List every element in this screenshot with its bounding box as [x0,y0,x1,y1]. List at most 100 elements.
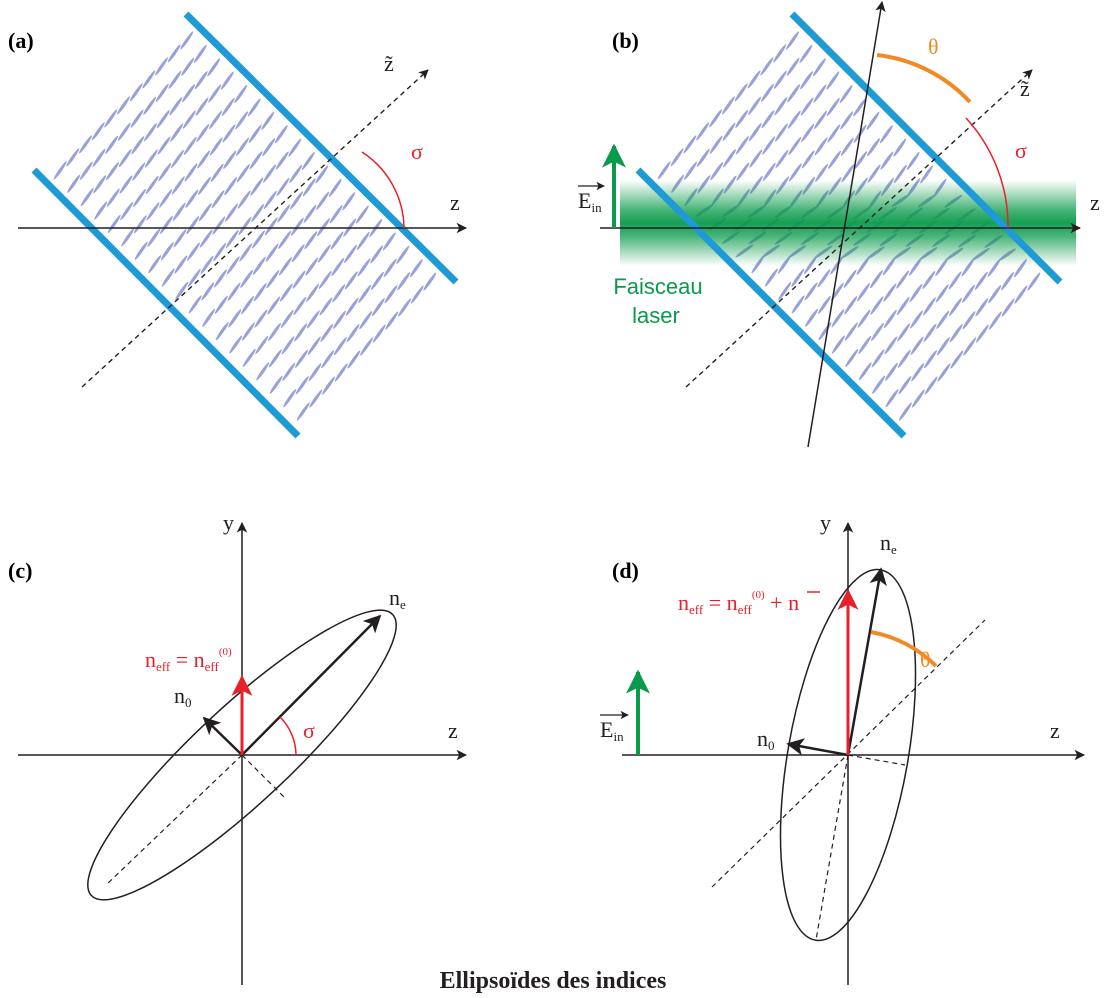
lc-molecule [988,285,1002,304]
lc-molecule [949,297,963,316]
lc-molecule [814,137,828,156]
panel-b-tag: (b) [612,28,639,53]
lc-molecule [306,283,319,303]
lc-molecule [92,148,106,167]
lc-molecule [289,164,303,184]
panel-d-field-label: Ein [600,717,624,744]
lc-molecule [269,375,283,394]
lc-molecule [845,348,859,368]
lc-molecule [831,335,845,354]
lc-molecule [236,137,249,156]
lc-molecule [133,215,147,234]
lc-molecule [359,311,373,330]
lc-molecule [322,376,335,395]
panel-b-sigma-arc [965,117,1009,229]
lc-molecule [923,323,937,342]
lc-molecule [264,217,278,236]
panel-a-sigma-arc [361,151,405,229]
lc-molecule [804,282,818,301]
lc-molecule [201,282,215,301]
lc-molecule [696,122,710,141]
lc-molecule [813,84,827,103]
lc-molecule [183,136,197,156]
lc-molecule [237,190,251,209]
lc-molecule [871,322,884,342]
lc-molecule [214,269,227,288]
lc-molecule [148,255,162,274]
lc-molecule [840,111,854,130]
lc-molecule [922,270,936,290]
lc-molecule [223,150,237,169]
lc-molecule [924,350,937,369]
lc-molecule [787,110,801,129]
lc-molecule [194,71,208,90]
lc-molecule [896,296,910,316]
lc-molecule [949,324,963,343]
lc-molecule [261,111,275,130]
lc-molecule [235,111,249,130]
lc-molecule [182,110,196,129]
panel-c-z-label: z [448,718,458,743]
lc-molecule [342,192,356,211]
lc-molecule [831,309,845,328]
lc-molecule [120,201,134,221]
lc-molecule [735,109,749,128]
lc-molecule [884,336,898,355]
lc-molecule [105,135,119,154]
panel-c-ne-arrow [241,614,382,756]
lc-molecule [334,363,348,382]
lc-molecule [897,323,911,342]
lc-molecule [174,255,188,274]
lc-molecule [830,282,844,301]
lc-molecule [306,310,320,329]
lc-molecule [423,272,437,291]
lc-molecule [910,310,924,329]
panel-d-y-label: y [820,510,831,535]
lc-molecule [290,217,304,236]
lc-molecule [119,175,133,194]
lc-molecule [346,324,360,343]
lc-molecule [253,283,267,302]
lc-molecule [761,83,774,102]
lc-molecule [936,337,950,356]
lc-molecule [301,151,315,171]
lc-molecule [975,298,989,317]
panel-c-sigma-arc [279,716,297,756]
lc-molecule [198,176,211,195]
lc-molecule [53,161,67,180]
lc-molecule [857,309,871,328]
lc-molecule [709,109,723,128]
lc-molecule [144,149,158,168]
lc-molecule [255,335,269,355]
lc-molecule [383,258,397,277]
panel-d-neff-equation: neff = neff(0) + n [678,589,799,617]
lc-molecule [319,297,333,316]
lc-molecule [157,136,171,155]
lc-molecule [870,296,884,315]
lc-molecule [879,125,893,144]
lc-molecule [167,44,181,63]
lc-molecule [371,271,384,290]
lc-molecule [909,283,923,303]
lc-molecule [331,257,345,277]
lc-molecule [172,202,186,221]
lc-molecule [80,188,94,207]
lc-molecule [215,322,229,341]
lc-molecule [920,165,934,184]
lc-molecule [657,161,671,180]
lc-molecule [147,228,161,247]
panel-b-theta-label: θ [928,34,939,59]
lc-molecule [773,44,787,63]
lc-molecule [409,259,423,278]
lc-molecule [893,138,907,157]
lc-molecule [788,163,802,182]
lc-molecule [867,138,880,157]
lc-molecule [320,323,334,342]
lc-molecule [279,283,293,302]
lc-molecule [358,284,372,303]
lc-molecule [734,83,748,102]
lc-molecule [280,309,294,329]
lc-molecule [282,362,296,381]
lc-molecule [788,136,802,156]
lc-molecule [220,71,234,90]
